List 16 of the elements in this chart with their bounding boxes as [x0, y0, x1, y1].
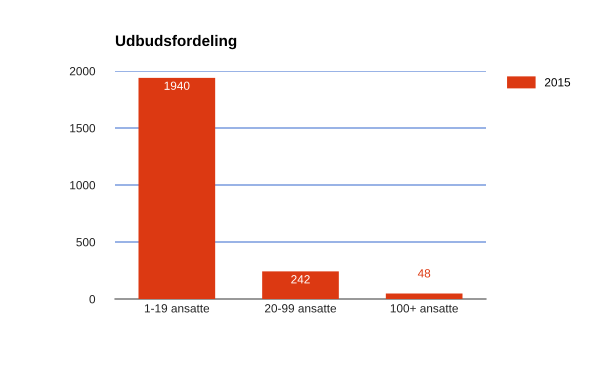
data-label: 1940 [164, 82, 190, 90]
bar [262, 271, 339, 299]
x-tick-label: 1-19 ansatte [144, 304, 210, 313]
bar [138, 78, 216, 299]
x-tick-label: 20-99 ansatte [265, 304, 336, 313]
y-tick-label: 2000 [70, 67, 96, 76]
data-label: 48 [418, 269, 430, 278]
chart-title: Udbudsfordeling [116, 34, 236, 50]
x-tick-label: 100+ ansatte [390, 304, 458, 313]
legend-label: 2015 [544, 78, 570, 87]
y-tick-label: 500 [76, 238, 96, 246]
bar [386, 294, 463, 299]
data-label: 242 [291, 275, 310, 284]
y-tick-label: 1500 [70, 124, 96, 132]
y-tick-label: 0 [89, 295, 96, 304]
y-tick-label: 1000 [70, 181, 96, 190]
